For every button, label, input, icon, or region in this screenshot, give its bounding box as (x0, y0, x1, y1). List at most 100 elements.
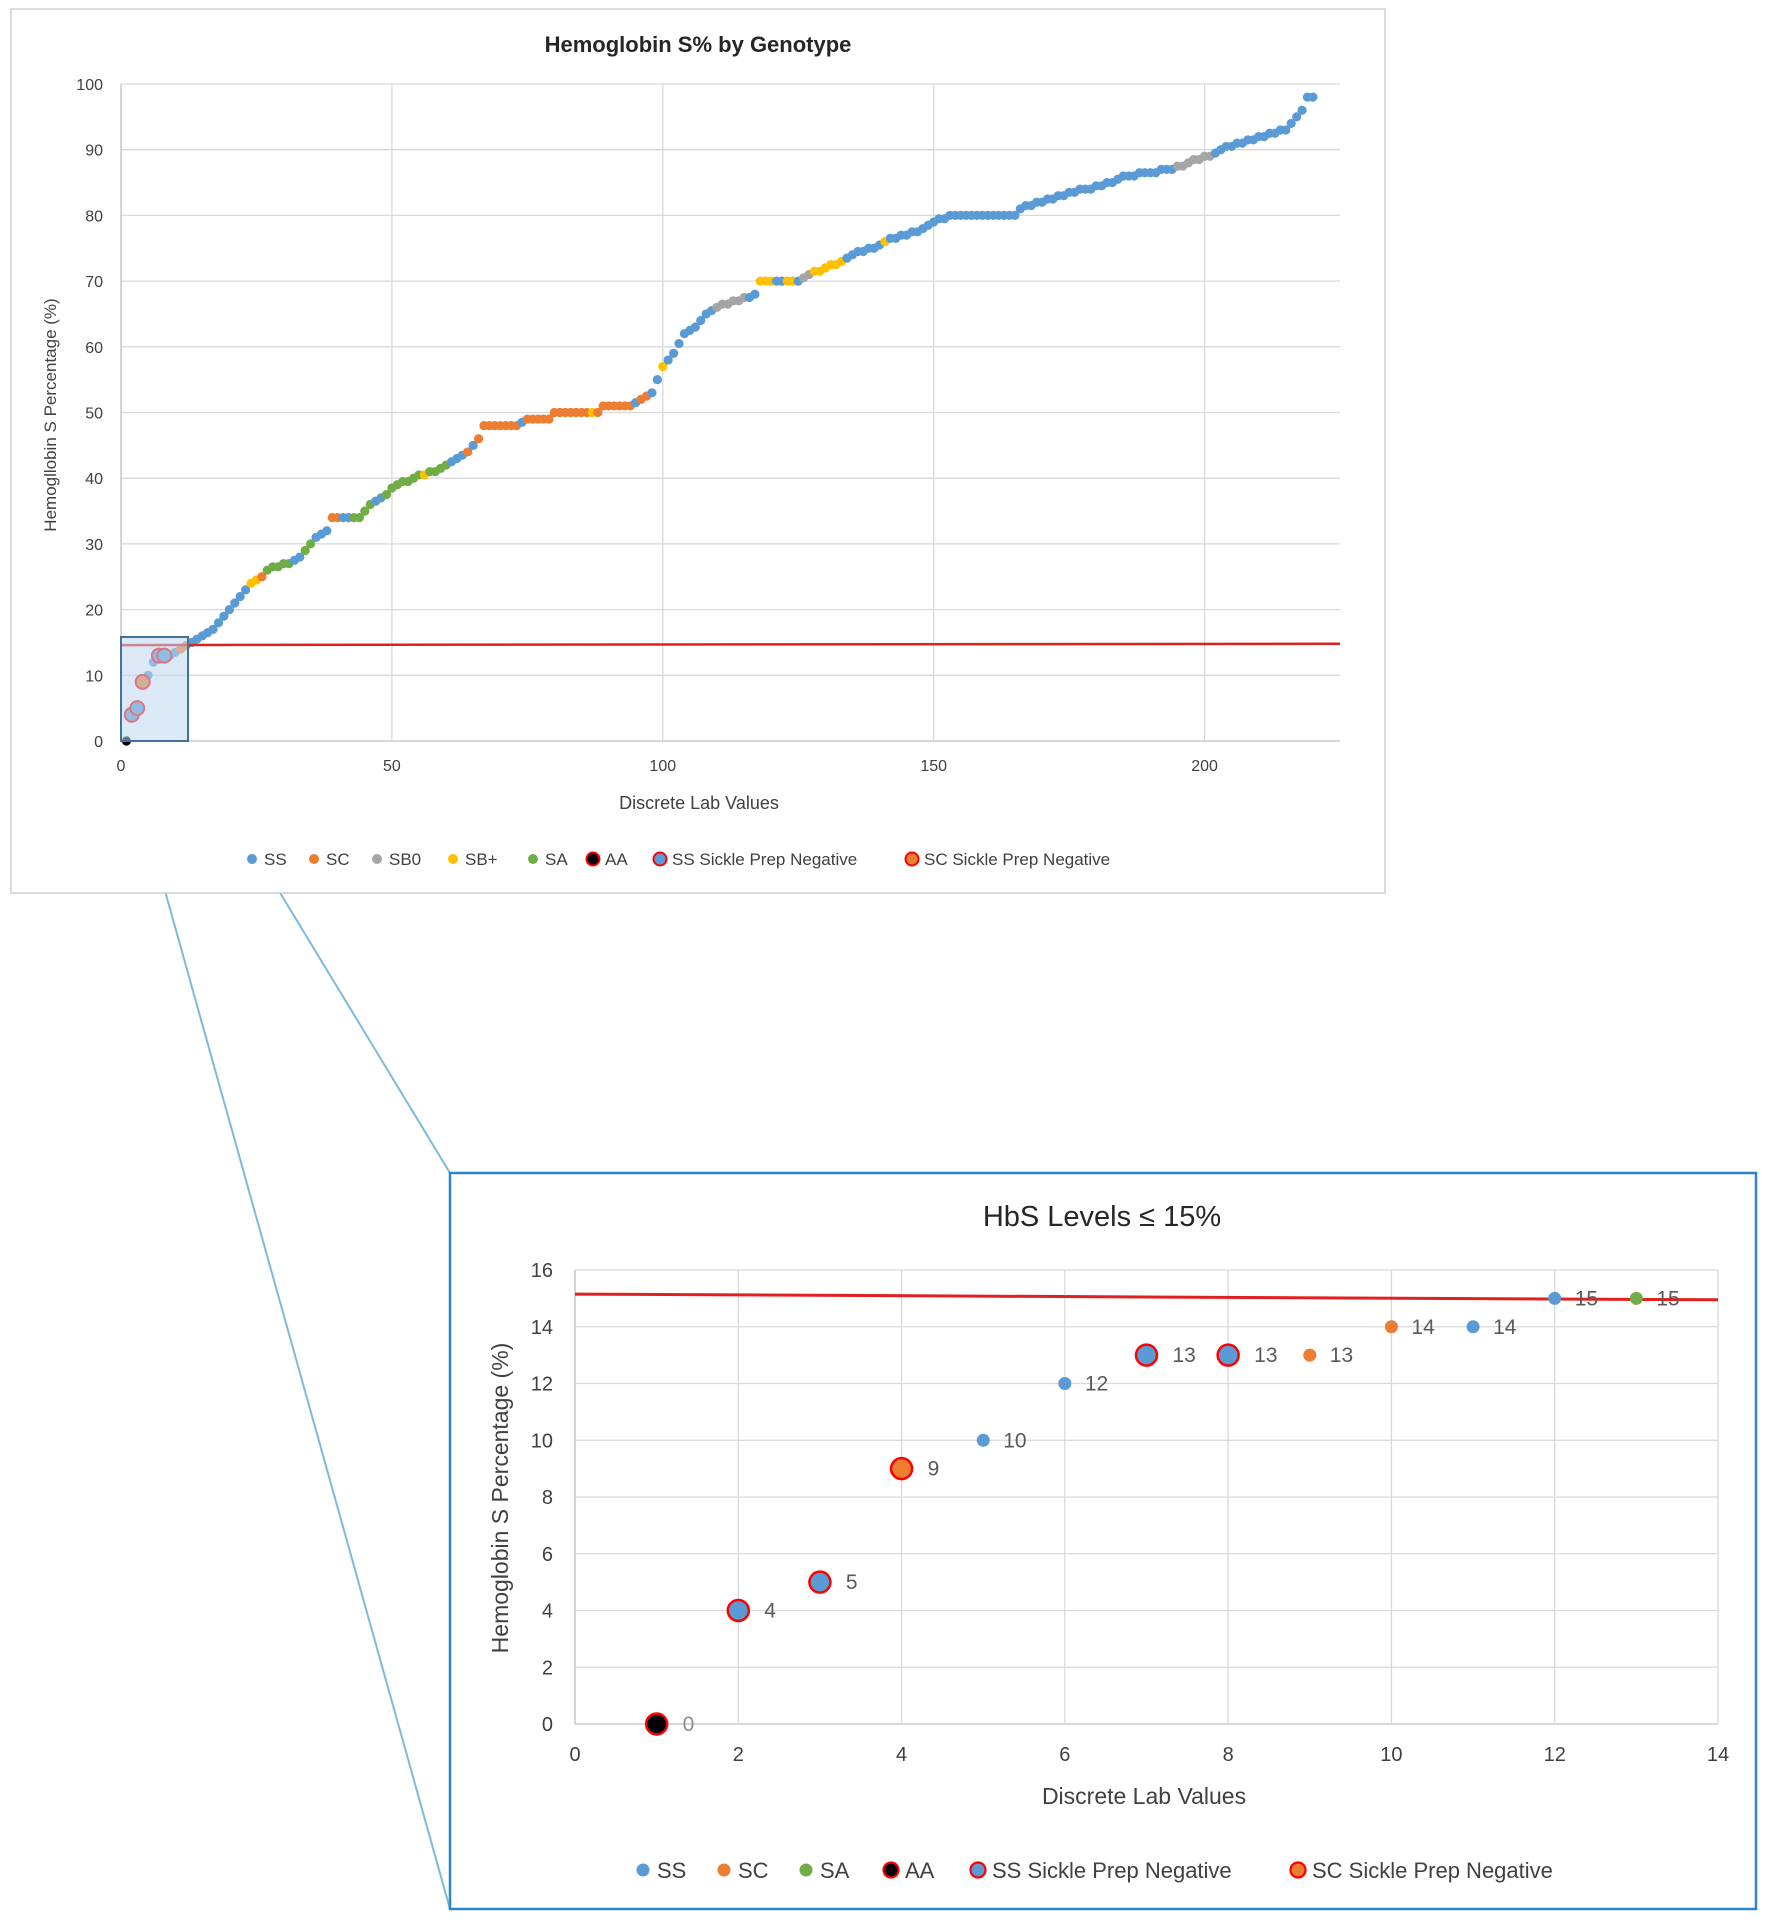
inset-legend-marker (717, 1863, 731, 1877)
main-y-tick: 90 (85, 143, 103, 160)
main-legend-label: AA (605, 850, 628, 869)
inset-point-sickle-prep-negative (644, 1712, 669, 1736)
inset-point-sickle-prep-negative (726, 1598, 751, 1623)
main-x-tick: 50 (383, 758, 401, 775)
main-point-ss (1297, 105, 1307, 115)
inset-legend-label: SS (657, 1858, 686, 1883)
main-chart-title: Hemoglobin S% by Genotype (545, 32, 852, 57)
main-point-sc (257, 572, 267, 582)
inset-x-tick-labels: 0 2 4 6 8 10 12 14 (569, 1744, 1729, 1766)
main-point-ss (224, 605, 234, 615)
inset-data-labels: 0 4 5 9 10 12 13 13 13 14 14 15 15 (683, 1287, 1680, 1736)
main-y-axis-label: Hemogllobin S Percentage (%) (41, 298, 60, 531)
inset-chart: HbS Levels ≤ 15% 0 2 4 6 8 10 12 14 16 0 2 4 6 8 10 12… (448, 1171, 1758, 1911)
inset-x-tick: 14 (1707, 1744, 1729, 1766)
inset-data-label: 13 (1254, 1344, 1277, 1367)
main-point-ss (1281, 125, 1291, 135)
inset-legend-marker (636, 1863, 650, 1877)
main-point-ss (235, 591, 245, 602)
main-legend-marker (528, 854, 538, 864)
inset-point-sickle-prep-negative (808, 1570, 832, 1594)
main-y-tick: 70 (85, 274, 103, 291)
zoom-connector-lines (122, 740, 451, 1910)
main-point-ss (230, 598, 240, 608)
inset-gridlines (574, 1269, 1719, 1725)
inset-legend-label: SC Sickle Prep Negative (1312, 1858, 1553, 1883)
main-point-ss (295, 552, 305, 562)
main-y-tick: 0 (94, 734, 103, 751)
main-y-tick: 80 (85, 208, 103, 225)
inset-legend-marker (969, 1861, 987, 1879)
main-threshold-line (120, 642, 1341, 647)
inset-x-axis-label: Discrete Lab Values (1042, 1783, 1246, 1809)
inset-data-label: 5 (846, 1571, 858, 1594)
inset-point-ss (1466, 1320, 1480, 1334)
main-y-tick: 100 (76, 77, 103, 94)
inset-data-label: 15 (1575, 1287, 1598, 1310)
main-legend-label: SB0 (389, 850, 421, 869)
main-point-ss (696, 315, 706, 326)
inset-data-label: 14 (1411, 1316, 1435, 1339)
main-x-tick-labels: 0 50 100 150 200 (117, 758, 1218, 775)
main-point-sa (354, 513, 364, 523)
main-y-tick: 20 (85, 603, 103, 620)
main-x-tick: 200 (1191, 758, 1218, 775)
main-point-sa (381, 490, 392, 500)
main-point-ss (1286, 118, 1296, 129)
main-chart-frame (10, 8, 1386, 894)
inset-legend-label: SC (738, 1858, 769, 1883)
inset-y-tick: 12 (531, 1374, 553, 1396)
inset-data-label: 0 (683, 1713, 695, 1736)
inset-legend-marker (882, 1861, 900, 1879)
main-threshold (120, 642, 1341, 647)
inset-point-sickle-prep-negative (1134, 1343, 1159, 1367)
inset-x-tick: 12 (1544, 1744, 1566, 1766)
inset-data-label: 15 (1656, 1287, 1679, 1310)
main-legend-marker (904, 851, 920, 867)
inset-point-ss (1058, 1377, 1072, 1390)
inset-legend: SS SC SA AA SS Sickle Prep Negative SC Sickle… (636, 1858, 1553, 1883)
inset-point-sickle-prep-negative (1216, 1343, 1240, 1367)
main-point-sbplus (658, 361, 668, 372)
main-point-ss (219, 611, 229, 621)
main-x-tick: 100 (649, 758, 676, 775)
main-legend-label: SB+ (465, 850, 498, 869)
main-y-tick: 40 (85, 471, 103, 488)
inset-point-sc (1303, 1348, 1317, 1362)
inset-point-ss (1548, 1291, 1562, 1305)
main-point-sc (593, 407, 603, 418)
inset-point-sa (1629, 1291, 1643, 1305)
inset-data-label: 9 (928, 1458, 940, 1481)
inset-data-label: 10 (1003, 1429, 1026, 1452)
main-legend-label: SC (326, 850, 350, 869)
inset-y-tick: 16 (531, 1260, 553, 1282)
inset-y-tick: 2 (542, 1657, 553, 1679)
main-legend-marker (372, 854, 382, 864)
main-point-sc (463, 447, 473, 457)
main-point-ss (1010, 210, 1020, 220)
inset-legend-marker (799, 1863, 813, 1877)
main-point-ss (1292, 112, 1302, 122)
inset-data-label: 13 (1330, 1344, 1353, 1367)
inset-threshold-line (574, 1292, 1719, 1302)
main-legend-label: SC Sickle Prep Negative (924, 850, 1110, 869)
inset-data-points (644, 1291, 1643, 1736)
main-legend-marker (585, 851, 601, 867)
inset-x-tick: 2 (733, 1744, 744, 1766)
main-point-ss (241, 585, 251, 595)
inset-y-tick: 10 (531, 1430, 553, 1452)
main-legend-marker (309, 854, 319, 864)
main-point-sa (300, 545, 310, 556)
inset-x-tick: 6 (1059, 1744, 1070, 1766)
inset-data-label: 14 (1493, 1316, 1517, 1339)
inset-legend-marker (1289, 1861, 1307, 1879)
zoom-connector-left (122, 740, 451, 1910)
inset-x-tick: 10 (1380, 1744, 1402, 1766)
main-point-sc (544, 414, 554, 424)
inset-legend-label: SS Sickle Prep Negative (992, 1858, 1232, 1883)
inset-data-label: 4 (764, 1600, 776, 1623)
main-point-ss (1308, 92, 1318, 102)
inset-legend-label: AA (905, 1858, 935, 1883)
main-chart: Hemoglobin S% by Genotype 0 10 20 30 40 50 60 7… (10, 8, 1386, 894)
